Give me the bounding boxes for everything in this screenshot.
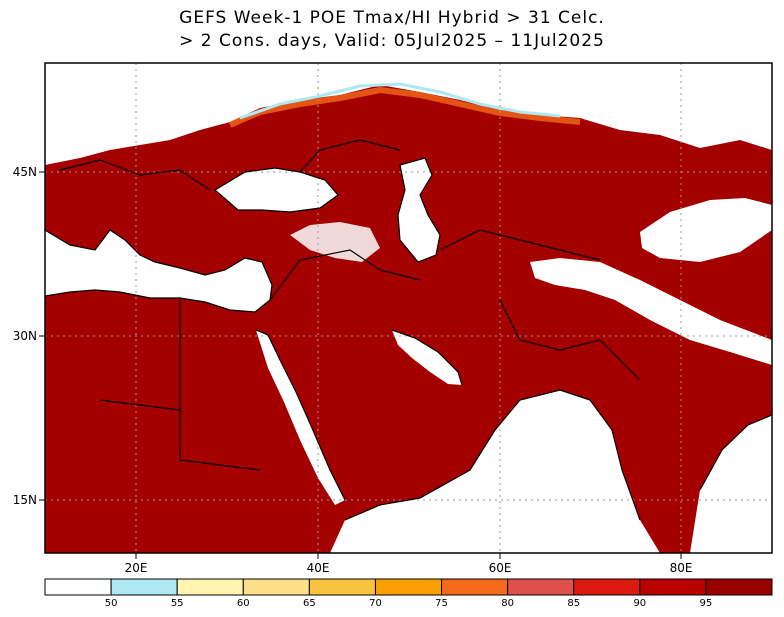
arabian-sea: [330, 390, 660, 553]
anatolia-transition: [290, 222, 380, 262]
colorbar-swatch: [441, 578, 509, 596]
colorbar-label: 85: [567, 598, 580, 609]
red-sea: [256, 330, 345, 505]
himalaya-low-probability: [530, 258, 772, 365]
colorbar-label: 55: [171, 598, 184, 609]
colorbar-swatch: [374, 578, 443, 596]
low-probability-north: [45, 63, 772, 165]
colorbar-swatch: [705, 578, 773, 596]
central-asia-low-probability: [640, 198, 772, 262]
colorbar-swatch: [242, 578, 310, 596]
coastlines: [45, 139, 772, 521]
colorbar-swatch: [308, 578, 376, 596]
colorbar-swatch: [110, 578, 178, 596]
x-tick-label-40e: 40E: [307, 561, 330, 575]
map-field: [45, 63, 772, 553]
colorbar-label: 70: [369, 598, 382, 609]
colorbar-swatch: [44, 578, 112, 596]
x-tick-label-60e: 60E: [489, 561, 512, 575]
map-frame: [44, 62, 773, 554]
northern-transition-band: [228, 86, 581, 128]
colorbar-label: 65: [303, 598, 316, 609]
y-tick-label-30n: 30N: [13, 329, 37, 343]
caspian-sea: [398, 158, 440, 262]
colorbar-label: 80: [501, 598, 514, 609]
colorbar-label: 50: [105, 598, 118, 609]
bay-of-bengal: [690, 415, 772, 553]
colorbar-label: 95: [700, 598, 713, 609]
colorbar-swatch: [573, 578, 641, 596]
black-sea: [215, 168, 338, 212]
axis-ticks: [39, 171, 682, 559]
persian-gulf: [392, 330, 462, 385]
mediterranean-sea: [45, 230, 272, 312]
x-tick-label-20e: 20E: [125, 561, 148, 575]
colorbar-swatch: [507, 578, 575, 596]
colorbar-swatch: [176, 578, 244, 596]
y-tick-label-45n: 45N: [13, 165, 37, 179]
colorbar-label: 90: [633, 598, 646, 609]
colorbar-swatch: [639, 578, 707, 596]
x-tick-label-80e: 80E: [670, 561, 693, 575]
map-title-line-2: > 2 Cons. days, Valid: 05Jul2025 – 11Jul…: [179, 31, 605, 51]
colorbar-label: 75: [435, 598, 448, 609]
colorbar: 50 55 60 65 70 75 80 85 90 95: [44, 578, 773, 609]
y-tick-label-15n: 15N: [13, 493, 37, 507]
northern-cool-edge: [239, 82, 561, 120]
map-title-line-1: GEFS Week-1 POE Tmax/HI Hybrid > 31 Celc…: [179, 8, 605, 28]
colorbar-label: 60: [237, 598, 250, 609]
